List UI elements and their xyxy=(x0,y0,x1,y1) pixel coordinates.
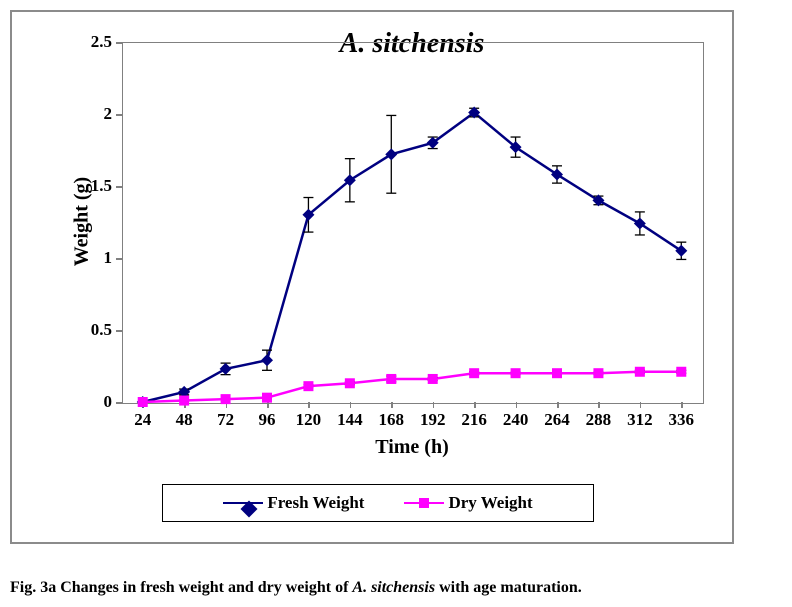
square-marker xyxy=(345,378,355,388)
square-marker xyxy=(262,393,272,403)
caption-italic: A. sitchensis xyxy=(352,579,435,596)
legend-item-dry-weight: Dry Weight xyxy=(404,493,532,513)
figure-caption: Fig. 3a Changes in fresh weight and dry … xyxy=(10,579,782,597)
square-marker xyxy=(593,368,603,378)
square-marker xyxy=(469,368,479,378)
square-marker xyxy=(221,394,231,404)
diamond-marker xyxy=(385,148,397,160)
diamond-icon xyxy=(241,501,258,518)
square-marker xyxy=(635,367,645,377)
square-marker xyxy=(179,396,189,406)
chart-area: A. sitchensis00.511.522.5244872961201441… xyxy=(12,12,732,542)
square-marker xyxy=(138,397,148,407)
square-marker xyxy=(428,374,438,384)
square-marker xyxy=(386,374,396,384)
legend-label: Dry Weight xyxy=(448,493,532,513)
square-marker xyxy=(552,368,562,378)
legend-line xyxy=(223,502,263,504)
legend-line xyxy=(404,502,444,504)
square-icon xyxy=(419,498,429,508)
square-marker xyxy=(676,367,686,377)
square-marker xyxy=(303,381,313,391)
chart-frame: A. sitchensis00.511.522.5244872961201441… xyxy=(10,10,734,544)
caption-prefix: Fig. 3a Changes in fresh weight and dry … xyxy=(10,579,352,596)
chart-svg xyxy=(12,12,732,542)
legend-label: Fresh Weight xyxy=(267,493,364,513)
diamond-marker xyxy=(261,354,273,366)
legend: Fresh Weight Dry Weight xyxy=(162,484,594,522)
diamond-marker xyxy=(220,363,232,375)
legend-item-fresh-weight: Fresh Weight xyxy=(223,493,364,513)
caption-suffix: with age maturation. xyxy=(435,579,582,596)
series-line-fresh-weight xyxy=(143,113,682,402)
square-marker xyxy=(511,368,521,378)
